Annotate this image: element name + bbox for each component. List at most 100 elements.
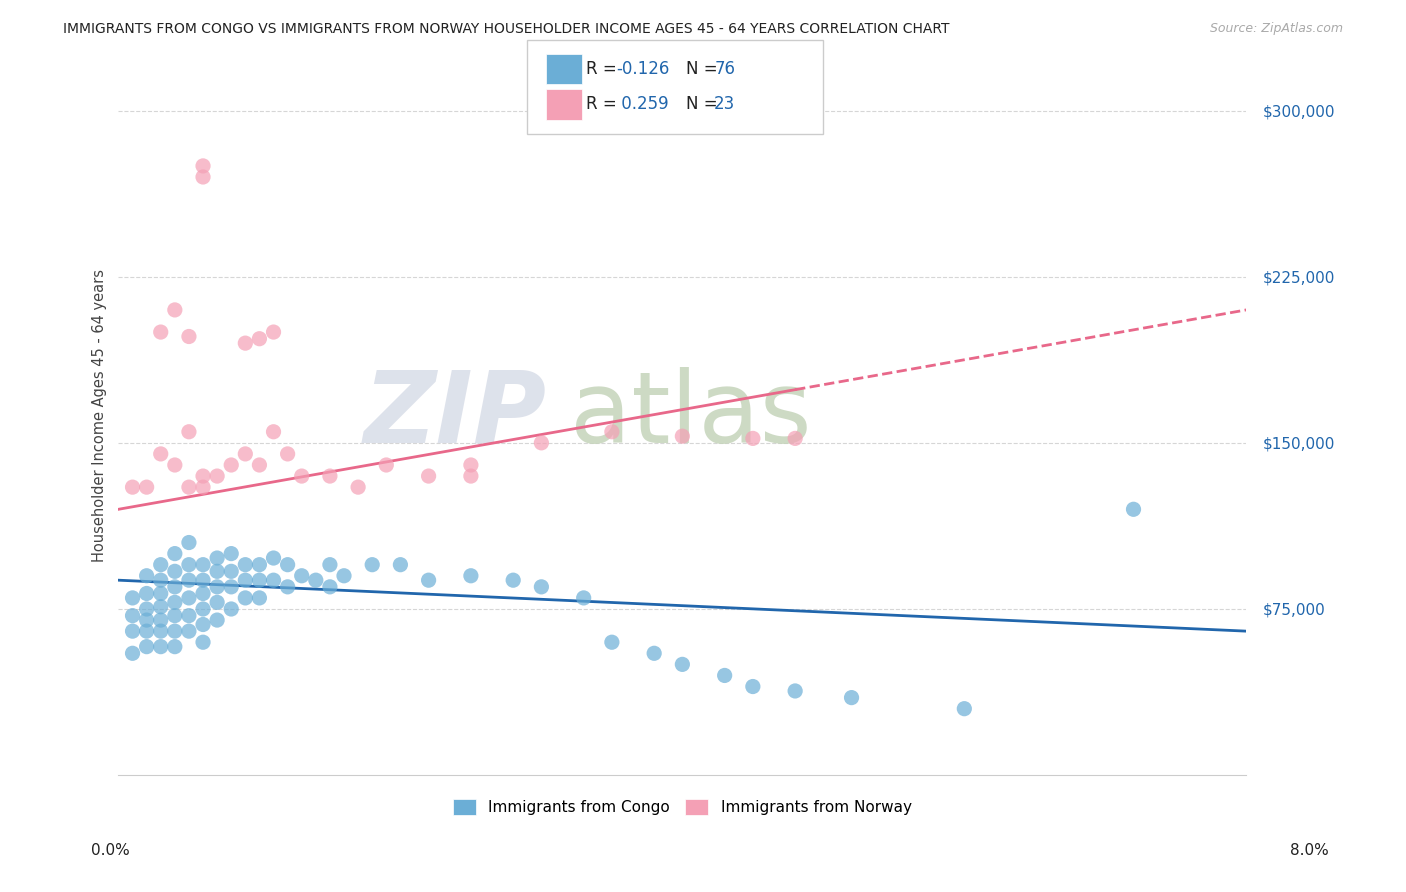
Point bbox=[191, 602, 214, 616]
Point bbox=[177, 573, 200, 587]
Text: R =: R = bbox=[586, 60, 623, 78]
Point bbox=[233, 573, 256, 587]
Point bbox=[219, 458, 242, 472]
Point bbox=[135, 586, 157, 600]
Point bbox=[233, 591, 256, 605]
Point bbox=[191, 480, 214, 494]
Point bbox=[291, 469, 314, 483]
Point bbox=[149, 558, 172, 572]
Point bbox=[135, 568, 157, 582]
Point bbox=[263, 573, 285, 587]
Point bbox=[249, 458, 271, 472]
Point bbox=[600, 635, 623, 649]
Text: N =: N = bbox=[686, 60, 723, 78]
Point bbox=[205, 469, 228, 483]
Point bbox=[163, 580, 186, 594]
Point bbox=[530, 435, 553, 450]
Point bbox=[219, 565, 242, 579]
Point bbox=[149, 447, 172, 461]
Point bbox=[163, 640, 186, 654]
Point bbox=[205, 580, 228, 594]
Point bbox=[263, 551, 285, 566]
Point bbox=[233, 558, 256, 572]
Point bbox=[121, 608, 143, 623]
Point bbox=[135, 640, 157, 654]
Point bbox=[953, 701, 976, 715]
Point bbox=[135, 602, 157, 616]
Point bbox=[177, 329, 200, 343]
Point bbox=[177, 535, 200, 549]
Point bbox=[319, 469, 342, 483]
Point bbox=[375, 458, 398, 472]
Point bbox=[741, 680, 763, 694]
Text: 23: 23 bbox=[714, 95, 735, 113]
Point bbox=[263, 325, 285, 339]
Point bbox=[121, 591, 143, 605]
Point bbox=[135, 624, 157, 639]
Point bbox=[219, 602, 242, 616]
Point bbox=[163, 547, 186, 561]
Point bbox=[149, 613, 172, 627]
Point bbox=[191, 159, 214, 173]
Point bbox=[149, 573, 172, 587]
Point bbox=[713, 668, 735, 682]
Point bbox=[177, 624, 200, 639]
Y-axis label: Householder Income Ages 45 - 64 years: Householder Income Ages 45 - 64 years bbox=[93, 268, 107, 562]
Point bbox=[191, 635, 214, 649]
Point bbox=[191, 169, 214, 184]
Point bbox=[205, 551, 228, 566]
Point bbox=[333, 568, 356, 582]
Text: -0.126: -0.126 bbox=[616, 60, 669, 78]
Point bbox=[418, 573, 440, 587]
Point bbox=[191, 469, 214, 483]
Point bbox=[205, 613, 228, 627]
Point bbox=[163, 565, 186, 579]
Point bbox=[572, 591, 595, 605]
Text: Source: ZipAtlas.com: Source: ZipAtlas.com bbox=[1209, 22, 1343, 36]
Point bbox=[163, 624, 186, 639]
Point bbox=[277, 558, 299, 572]
Text: 8.0%: 8.0% bbox=[1289, 843, 1329, 857]
Point bbox=[177, 591, 200, 605]
Point bbox=[233, 447, 256, 461]
Point bbox=[291, 568, 314, 582]
Point bbox=[233, 336, 256, 351]
Point bbox=[277, 447, 299, 461]
Text: atlas: atlas bbox=[569, 367, 811, 464]
Point bbox=[671, 429, 693, 443]
Point bbox=[135, 480, 157, 494]
Point bbox=[219, 547, 242, 561]
Point bbox=[121, 646, 143, 660]
Point bbox=[389, 558, 412, 572]
Point bbox=[149, 599, 172, 614]
Point bbox=[249, 558, 271, 572]
Point bbox=[163, 302, 186, 317]
Point bbox=[785, 431, 807, 445]
Point bbox=[263, 425, 285, 439]
Point bbox=[347, 480, 370, 494]
Point bbox=[249, 573, 271, 587]
Text: 0.0%: 0.0% bbox=[91, 843, 131, 857]
Point bbox=[163, 595, 186, 609]
Point bbox=[121, 624, 143, 639]
Point bbox=[741, 431, 763, 445]
Point bbox=[600, 425, 623, 439]
Point bbox=[502, 573, 524, 587]
Point bbox=[530, 580, 553, 594]
Point bbox=[163, 608, 186, 623]
Point bbox=[177, 558, 200, 572]
Point bbox=[1122, 502, 1144, 516]
Point bbox=[460, 568, 482, 582]
Point bbox=[177, 425, 200, 439]
Point bbox=[149, 586, 172, 600]
Point bbox=[191, 558, 214, 572]
Point bbox=[643, 646, 665, 660]
Point bbox=[249, 591, 271, 605]
Text: N =: N = bbox=[686, 95, 723, 113]
Point bbox=[205, 565, 228, 579]
Point bbox=[460, 469, 482, 483]
Point bbox=[418, 469, 440, 483]
Point bbox=[277, 580, 299, 594]
Text: 0.259: 0.259 bbox=[616, 95, 668, 113]
Legend: Immigrants from Congo, Immigrants from Norway: Immigrants from Congo, Immigrants from N… bbox=[447, 793, 918, 822]
